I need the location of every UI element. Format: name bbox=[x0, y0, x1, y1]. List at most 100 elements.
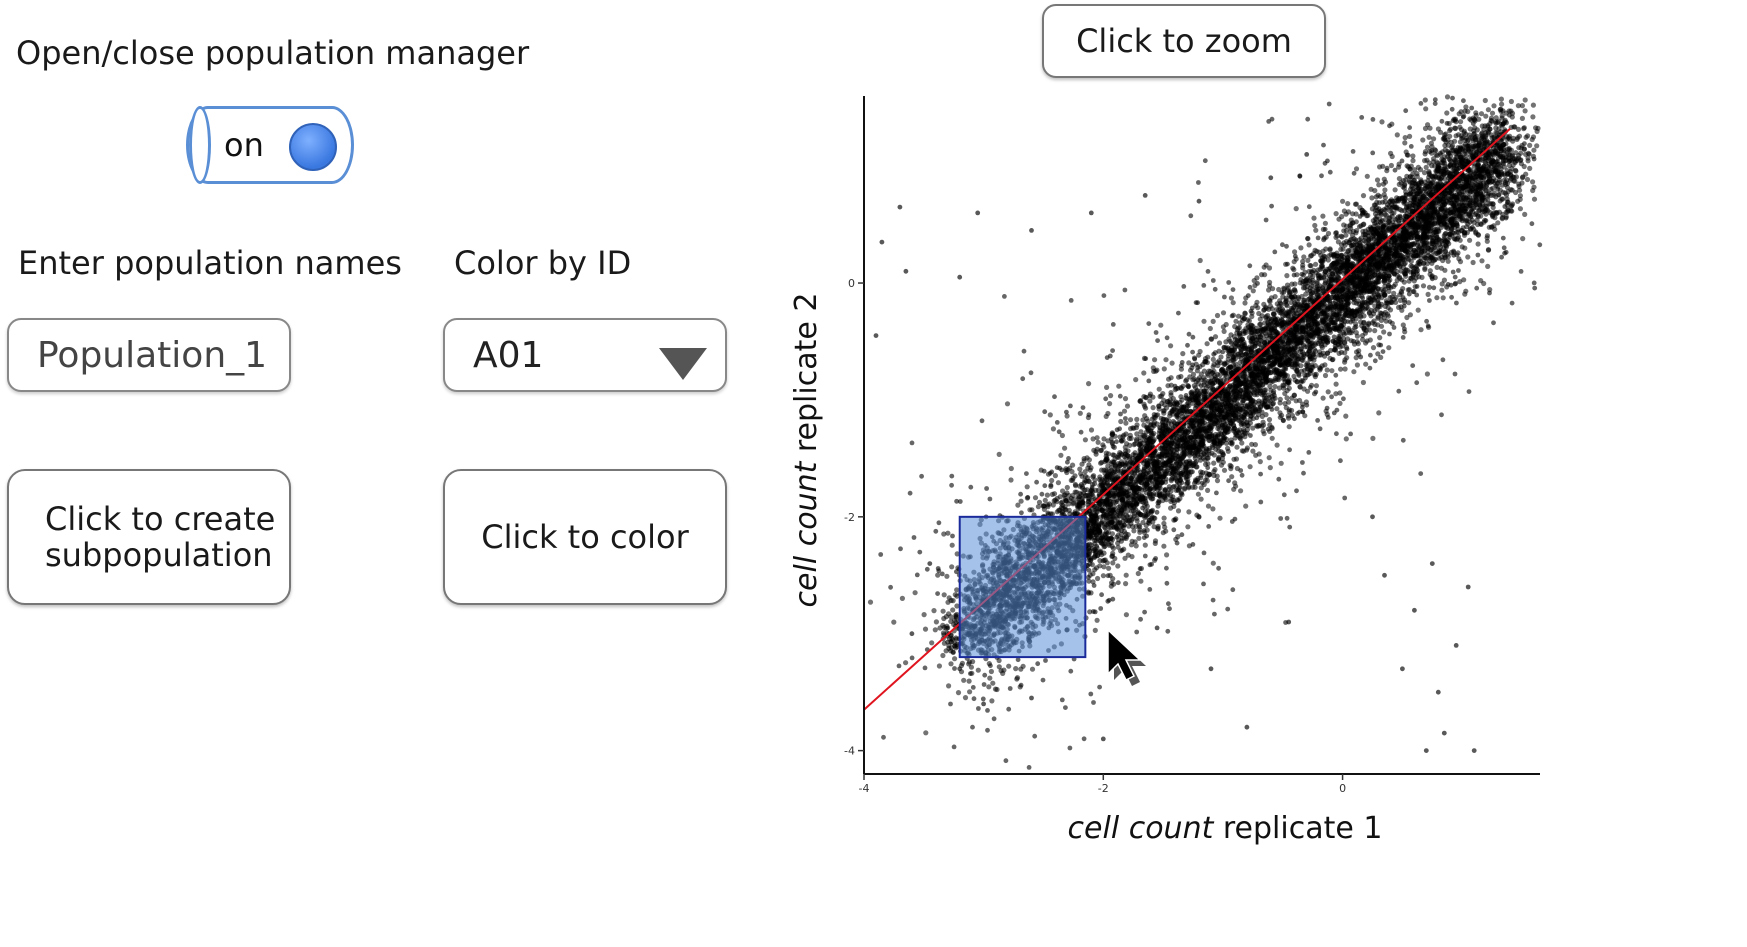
data-point bbox=[973, 595, 979, 601]
data-point bbox=[1189, 469, 1195, 475]
data-point bbox=[1216, 348, 1222, 354]
data-point bbox=[1000, 670, 1006, 677]
data-point bbox=[1334, 250, 1340, 256]
data-point bbox=[1415, 227, 1421, 233]
data-point bbox=[1066, 497, 1072, 503]
data-point bbox=[1108, 465, 1114, 471]
data-point bbox=[1357, 253, 1363, 259]
data-point bbox=[1315, 331, 1321, 337]
data-point bbox=[1036, 559, 1042, 565]
data-point bbox=[1297, 338, 1303, 344]
data-point bbox=[1452, 125, 1458, 131]
data-point bbox=[1034, 606, 1040, 612]
data-point bbox=[1135, 455, 1141, 461]
data-point bbox=[1392, 205, 1398, 211]
data-point bbox=[1200, 441, 1206, 447]
data-point bbox=[1195, 377, 1201, 383]
data-point bbox=[1233, 410, 1239, 416]
data-point bbox=[1296, 324, 1302, 330]
data-point bbox=[1155, 500, 1161, 506]
data-point bbox=[1406, 300, 1412, 306]
data-point bbox=[1231, 397, 1237, 403]
data-point bbox=[1376, 232, 1382, 238]
data-point bbox=[1481, 146, 1487, 153]
data-point bbox=[1196, 513, 1202, 520]
data-point bbox=[1128, 505, 1134, 511]
dropdown-arrow-icon[interactable] bbox=[659, 348, 707, 380]
data-point bbox=[1004, 613, 1010, 619]
data-point bbox=[1294, 379, 1300, 385]
data-point bbox=[1081, 490, 1087, 496]
toggle-knob-icon[interactable] bbox=[289, 123, 337, 171]
data-point bbox=[1266, 417, 1273, 423]
data-point bbox=[1107, 473, 1113, 479]
data-point bbox=[1048, 609, 1054, 616]
data-point bbox=[1010, 578, 1017, 584]
data-point bbox=[1228, 412, 1234, 418]
data-point bbox=[1216, 431, 1222, 438]
data-point bbox=[1218, 381, 1224, 387]
data-point bbox=[1388, 267, 1394, 273]
data-point bbox=[1311, 351, 1317, 357]
data-point bbox=[984, 589, 991, 595]
color-by-select[interactable]: A01 bbox=[443, 318, 727, 392]
data-point bbox=[1256, 348, 1262, 354]
data-point bbox=[1412, 167, 1418, 173]
data-point bbox=[1245, 361, 1251, 367]
data-point bbox=[1048, 564, 1054, 570]
color-button[interactable]: Click to color bbox=[443, 469, 727, 605]
data-point bbox=[1204, 341, 1210, 347]
data-point bbox=[1415, 201, 1421, 208]
data-point bbox=[1402, 237, 1408, 243]
data-point bbox=[1345, 262, 1351, 268]
data-point bbox=[1450, 183, 1456, 189]
data-point bbox=[1426, 213, 1433, 219]
data-point bbox=[1432, 239, 1438, 245]
data-point bbox=[1276, 335, 1282, 341]
data-point bbox=[1002, 544, 1009, 551]
data-point bbox=[1354, 267, 1360, 273]
population-name-input[interactable]: Population_1 bbox=[7, 318, 291, 392]
data-point bbox=[1064, 548, 1070, 555]
data-point bbox=[1178, 437, 1184, 443]
data-point bbox=[1103, 450, 1109, 456]
data-point bbox=[1365, 281, 1371, 287]
data-point bbox=[1089, 528, 1096, 534]
data-point bbox=[1081, 458, 1087, 464]
data-point bbox=[1265, 326, 1271, 332]
data-point bbox=[1157, 472, 1163, 479]
zoom-button[interactable]: Click to zoom bbox=[1042, 4, 1326, 78]
data-point bbox=[1249, 373, 1255, 379]
data-point bbox=[1391, 255, 1397, 261]
data-point bbox=[1352, 281, 1358, 287]
data-point bbox=[1193, 397, 1199, 403]
data-point bbox=[1200, 438, 1206, 444]
data-point bbox=[1277, 318, 1283, 324]
data-point bbox=[1210, 560, 1216, 566]
data-point bbox=[1021, 586, 1027, 592]
data-point bbox=[1048, 574, 1054, 580]
data-point bbox=[1201, 481, 1207, 488]
data-point bbox=[1080, 593, 1086, 599]
population-manager-toggle[interactable]: on bbox=[186, 106, 354, 184]
data-point bbox=[1079, 548, 1085, 554]
data-point bbox=[1031, 564, 1037, 570]
data-point bbox=[1039, 574, 1045, 581]
data-point bbox=[1059, 510, 1065, 516]
data-point bbox=[1010, 598, 1017, 605]
data-point bbox=[1147, 437, 1153, 443]
data-point bbox=[1217, 386, 1223, 392]
data-point bbox=[951, 621, 957, 628]
data-point bbox=[1205, 434, 1211, 440]
data-point bbox=[1314, 292, 1321, 298]
data-point bbox=[1046, 557, 1052, 563]
data-point bbox=[1414, 234, 1420, 240]
create-subpopulation-button[interactable]: Click to create subpopulation bbox=[7, 469, 291, 605]
data-point bbox=[1464, 162, 1470, 168]
data-point bbox=[1050, 590, 1057, 597]
data-point bbox=[1447, 171, 1453, 177]
data-point bbox=[1034, 526, 1040, 533]
data-point bbox=[1233, 393, 1240, 399]
data-point bbox=[1340, 198, 1346, 204]
data-point bbox=[1525, 133, 1531, 139]
